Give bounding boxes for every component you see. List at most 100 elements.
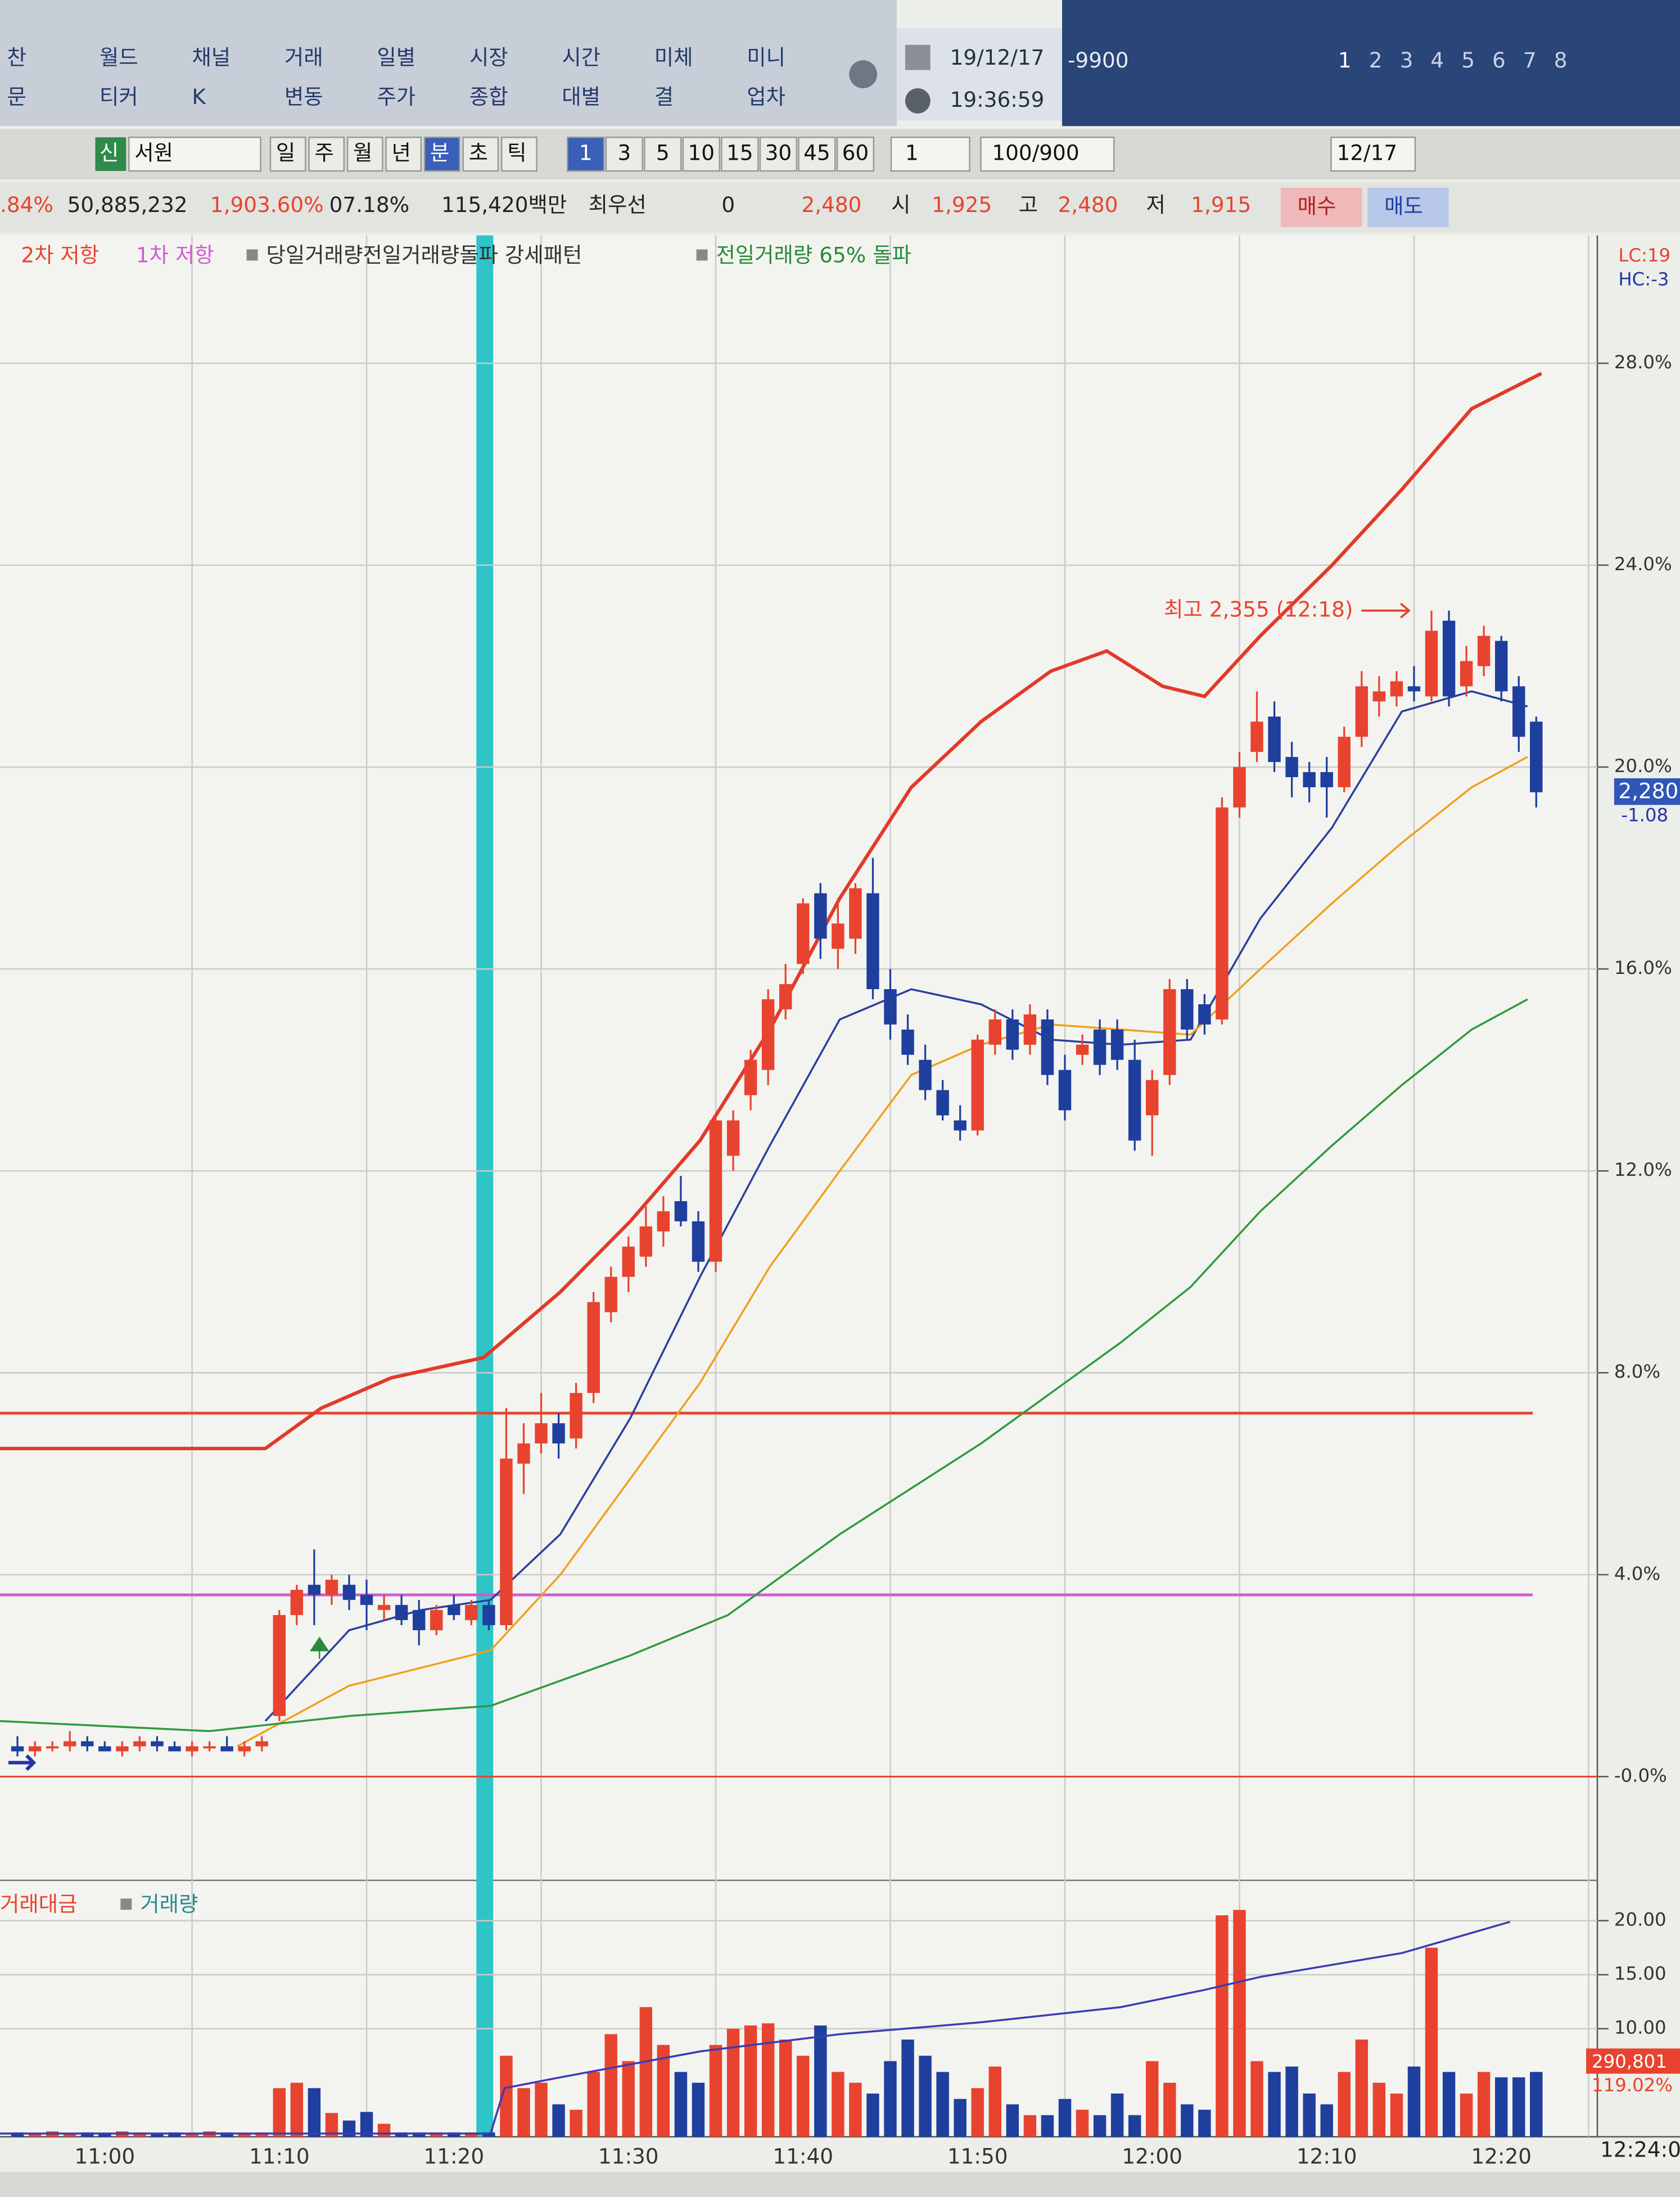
candle-body [901,1029,914,1055]
menu-item[interactable]: 시간 [562,45,600,70]
volume-label: 290,801 [1592,2051,1667,2072]
volume-bar [1128,2115,1141,2137]
page-tab[interactable]: 5 [1461,48,1475,73]
menu-item[interactable]: 채널 [192,45,231,70]
candle-body [1494,640,1508,692]
period-button[interactable] [346,136,383,172]
signal-arrow [309,1636,329,1659]
volume-bar [832,2072,844,2137]
candle-body [1407,686,1421,692]
sell-button[interactable] [1367,187,1449,227]
volume-bar [500,2055,513,2137]
legend-item: 거래량 [140,1892,198,1916]
menu-item[interactable]: 결 [654,84,674,109]
candle-body [1477,635,1491,666]
menu-item[interactable]: 일별 [377,45,416,70]
candle-body [552,1423,565,1443]
volume-bar [1285,2066,1298,2137]
volume-bar [151,2133,164,2137]
menu-item[interactable]: 월드 [100,45,138,70]
interval-button[interactable] [759,136,797,172]
clock-icon [905,88,931,114]
menu-item[interactable]: 미체 [654,45,693,70]
quote-field: 시 [891,192,910,217]
x-tick-label: 12:10 [1297,2144,1357,2169]
volume-bar [1338,2072,1351,2137]
volume-bar [884,2061,897,2137]
interval-button[interactable] [682,136,720,172]
x-tick-label: 12:00 [1122,2144,1182,2169]
menu-item[interactable]: 시장 [469,45,508,70]
interval-button[interactable] [836,136,875,172]
menu-item[interactable]: 문 [7,84,26,109]
interval-button[interactable] [605,136,643,172]
menu-item[interactable]: 미니 [747,45,785,70]
time: 19:36:59 [950,87,1045,112]
volume-bar [622,2061,635,2137]
candle-body [919,1059,932,1090]
annotation-arrow [1361,602,1411,619]
period-button[interactable] [500,136,538,172]
candle-body [500,1458,513,1626]
volume-bar [448,2132,460,2137]
volume-bar [377,2123,391,2137]
interval-button[interactable] [798,136,836,172]
page-tab[interactable]: 1 [1338,48,1352,73]
volume-bar [273,2088,286,2137]
range-box[interactable] [980,136,1115,172]
period-label: 틱 [507,141,526,165]
sell-label[interactable]: 매도 [1384,193,1423,218]
menu-item[interactable]: K [192,84,206,109]
volume-bar [168,2132,181,2137]
buy-label[interactable]: 매수 [1298,193,1336,218]
period-button[interactable] [462,136,499,172]
period-button[interactable] [423,136,460,172]
volume-bar [1006,2104,1019,2137]
volume-bar [1303,2094,1316,2137]
volume-bar [779,2039,792,2137]
period-button[interactable] [308,136,345,172]
volume-bar [901,2039,914,2137]
period-button[interactable] [385,136,422,172]
period-button[interactable] [269,136,306,172]
menu-item[interactable]: 변동 [284,84,323,109]
volume-bar [674,2072,688,2137]
date-input[interactable] [1330,136,1416,172]
candle-body [1181,989,1194,1030]
name-box[interactable] [128,136,261,172]
menu-item[interactable]: 거래 [284,45,323,70]
volume-bar [761,2023,775,2137]
page-tab[interactable]: 8 [1554,48,1568,73]
menu-item[interactable]: 업차 [747,84,785,109]
menu-item[interactable]: 주가 [377,84,416,109]
page-tab[interactable]: 2 [1369,48,1383,73]
interval-label: 60 [842,141,869,165]
indicator-line [264,690,1528,1722]
page-tab[interactable]: 6 [1492,48,1506,73]
volume-bar [866,2094,879,2137]
candle-body [308,1585,321,1595]
menu-item[interactable]: 티커 [100,84,138,109]
dropdown-icon[interactable] [849,60,878,88]
page-tab[interactable]: 7 [1523,48,1537,73]
candle-body [1355,686,1369,737]
page-tab[interactable]: 4 [1430,48,1444,73]
volume-bar [709,2045,722,2137]
menu-item[interactable]: 대별 [562,84,600,109]
interval-label: 1 [579,141,593,165]
candle-body [1512,686,1525,737]
page-tab[interactable]: 3 [1400,48,1413,73]
buy-button[interactable] [1280,187,1362,227]
interval-button[interactable] [567,136,605,172]
candle-body [448,1605,460,1616]
count-box[interactable] [890,136,970,172]
y-tick-label: 4.0% [1614,1563,1660,1584]
indicator-line [237,756,1528,1747]
interval-button[interactable] [721,136,759,172]
candle-body [1320,772,1333,787]
menu-item[interactable]: 종합 [469,84,508,109]
x-tick-label: 11:30 [598,2144,659,2169]
interval-button[interactable] [644,136,682,172]
candle-body [395,1605,408,1621]
menu-item[interactable]: 찬 [7,45,26,70]
